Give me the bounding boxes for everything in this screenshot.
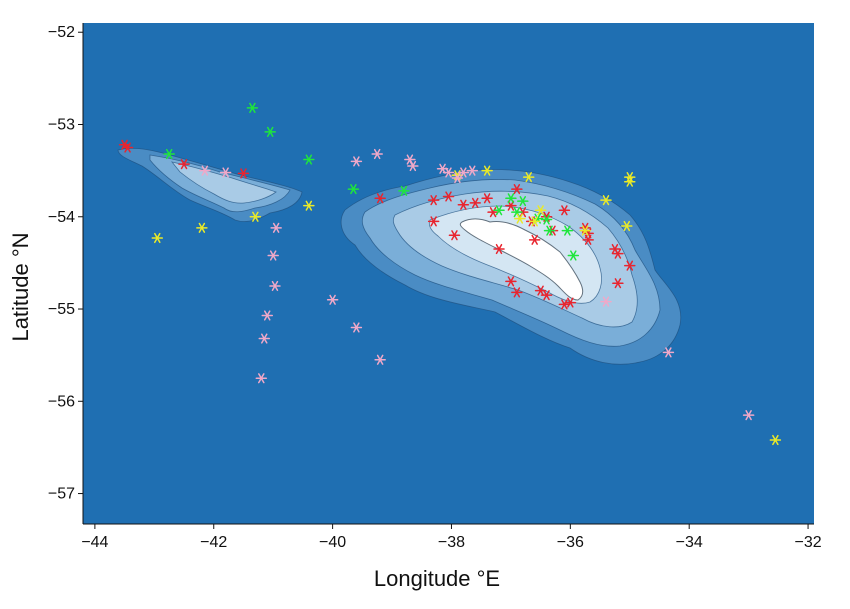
data-point [624,176,636,187]
data-point [199,165,211,176]
data-point [249,211,262,222]
data-point [624,260,636,271]
data-point [303,200,315,211]
x-tick-label: −36 [557,534,584,551]
data-point [427,216,440,227]
data-point [540,214,553,225]
data-point [612,248,624,259]
data-point [662,347,675,358]
data-point [466,165,479,176]
data-point [371,148,383,160]
data-point [543,225,556,236]
data-point [350,156,363,167]
y-tick-label: −56 [48,393,75,410]
data-point [505,193,517,204]
series-2 [151,165,782,446]
data-point [163,148,175,160]
data-point [621,220,633,232]
y-tick-label: −54 [48,209,75,226]
data-point [219,167,232,178]
data-point [269,280,281,292]
data-point [407,160,419,172]
data-point [374,193,386,204]
data-point [261,310,273,321]
data-point [517,195,529,207]
data-point [579,225,591,236]
data-point [442,191,455,202]
data-point [493,243,505,255]
series-1 [163,102,580,261]
data-point [350,322,363,333]
data-point [374,354,386,365]
series-3 [199,148,755,421]
data-point [270,222,282,233]
data-point [558,205,571,216]
data-point [255,373,268,384]
data-point [481,193,493,204]
data-point [742,410,755,421]
data-point [326,294,339,305]
data-point [600,195,612,206]
series-0 [118,139,636,310]
data-point [528,216,541,227]
data-point [505,200,517,211]
data-point [514,213,526,224]
data-point [258,333,271,344]
data-point [558,299,571,310]
data-point [487,207,499,218]
data-point [534,205,547,216]
data-point [121,142,134,153]
data-point [457,167,470,178]
sg-island [459,218,584,301]
data-point [347,183,360,195]
x-tick-label: −42 [200,534,227,551]
data-point [493,205,505,216]
data-point [237,168,250,179]
x-tick-label: −44 [81,534,108,551]
data-point [612,278,624,289]
x-tick-label: −40 [319,534,346,551]
data-point [567,250,580,261]
data-point [451,172,464,184]
data-point [505,276,517,287]
data-point [511,183,523,195]
data-point [246,102,259,113]
data-point [178,159,190,170]
data-point [267,250,279,261]
data-point [561,225,574,236]
data-point [511,287,523,298]
data-point [528,234,541,245]
data-point [769,434,782,446]
data-point [522,172,535,183]
y-tick-label: −57 [48,486,75,503]
data-point [442,167,455,178]
y-tick-label: −52 [48,24,75,41]
data-point [264,126,276,137]
axes-layer: −44 −42 −40 −38 −36 −34 −32 −52 −53 −54 −55 −56 −57 [48,23,822,551]
data-point [600,296,612,307]
data-point [196,222,208,233]
y-tick-label: −55 [48,301,75,318]
series-layer [118,102,782,446]
data-point [481,165,493,176]
data-point [582,234,594,245]
data-point [427,195,440,206]
y-tick-label: −53 [48,116,75,133]
data-point [303,154,315,165]
data-point [564,297,577,308]
data-point [469,197,481,208]
data-point [457,199,470,210]
y-axis-title: Latitude °N [8,232,33,341]
data-point [398,185,410,197]
data-point [534,285,547,296]
x-tick-label: −38 [438,534,465,551]
data-point [448,230,461,241]
data-point [151,232,164,244]
x-axis-title: Longitude °E [374,566,500,591]
x-tick-label: −34 [676,534,703,551]
x-tick-label: −32 [794,534,821,551]
